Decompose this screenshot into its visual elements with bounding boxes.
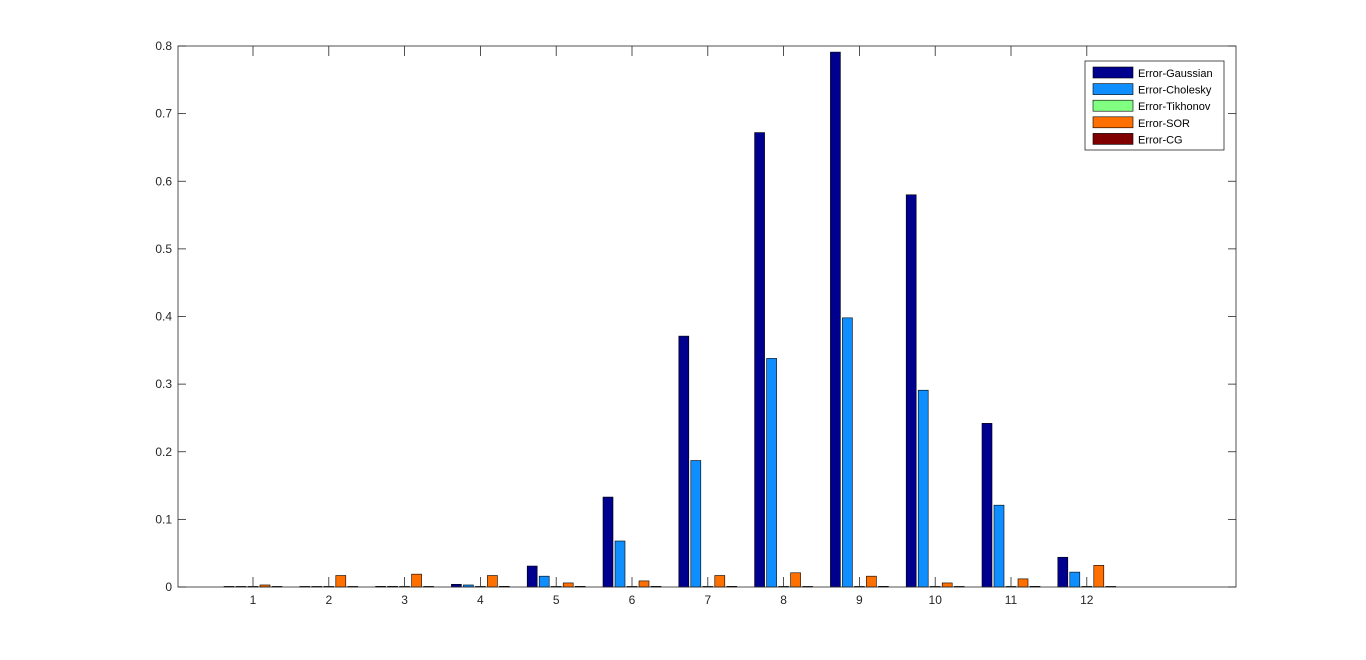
- bar-error-gaussian-10: [905, 194, 917, 588]
- bar-error-sor-9: [866, 575, 877, 588]
- bar-error-cholesky-5: [538, 575, 550, 588]
- x-tick-label: 1: [250, 593, 257, 607]
- bar-error-gaussian-11: [981, 423, 993, 588]
- legend-swatch-error-cholesky: [1092, 83, 1134, 95]
- bar-error-sor-12: [1093, 565, 1105, 588]
- legend-swatch-error-gaussian: [1092, 66, 1134, 79]
- x-tick-label: 3: [401, 593, 408, 607]
- plot-area: [178, 46, 1236, 587]
- bar-error-cholesky-7: [690, 460, 702, 588]
- bar-error-gaussian-6: [602, 496, 614, 588]
- legend-swatch-error-tikhonov: [1092, 99, 1134, 112]
- x-tick-label: 11: [1005, 593, 1018, 607]
- bar-error-cholesky-11: [993, 504, 1005, 588]
- x-tick-label: 8: [780, 593, 787, 607]
- x-tick-label: 9: [856, 593, 863, 607]
- x-tick-label: 2: [325, 593, 332, 607]
- bar-error-sor-2: [335, 575, 347, 588]
- y-tick-label: 0.4: [155, 310, 172, 324]
- bar-error-sor-10: [941, 582, 953, 588]
- x-tick-label: 12: [1080, 593, 1094, 607]
- bar-error-sor-3: [411, 573, 422, 588]
- x-tick-label: 5: [553, 593, 560, 607]
- x-tick-label: 6: [629, 593, 636, 607]
- legend-swatch-error-sor: [1092, 116, 1134, 129]
- axes-layer: 00.10.20.30.40.50.60.70.81 2 3 4 5 6 7 8 9 10 11 12: [155, 39, 1237, 607]
- x-tick-label: 10: [929, 593, 943, 607]
- bar-error-gaussian-4: [451, 583, 462, 588]
- legend: Error-Gaussian Error-Cholesky Error-Tikhon…: [1084, 60, 1225, 151]
- x-tick-label: 4: [477, 593, 484, 607]
- bar-error-gaussian-7: [678, 335, 690, 588]
- bar-error-sor-7: [714, 575, 726, 588]
- y-tick-label: 0.3: [155, 377, 172, 391]
- bar-error-sor-4: [487, 575, 498, 588]
- bar-error-cholesky-6: [614, 540, 626, 588]
- bar-error-sor-11: [1017, 578, 1029, 588]
- bar-error-cholesky-12: [1069, 571, 1081, 588]
- y-tick-label: 0.5: [155, 242, 172, 256]
- y-tick-label: 0.6: [155, 174, 172, 188]
- bar-error-sor-5: [562, 582, 574, 588]
- y-tick-label: 0.2: [155, 445, 172, 459]
- bar-error-gaussian-8: [754, 132, 765, 588]
- legend-label-error-gaussian: Error-Gaussian: [1138, 68, 1213, 80]
- legend-label-error-tikhonov: Error-Tikhonov: [1138, 101, 1211, 113]
- y-tick-label: 0: [165, 580, 172, 594]
- x-tick-label: 7: [704, 593, 711, 607]
- bar-error-sor-8: [790, 572, 801, 588]
- bar-error-cholesky-8: [766, 358, 777, 588]
- bar-error-cholesky-9: [842, 317, 853, 588]
- bar-error-sor-6: [638, 580, 650, 588]
- legend-swatch-error-cg: [1092, 133, 1134, 145]
- y-tick-label: 0.8: [155, 39, 172, 53]
- bar-error-gaussian-9: [830, 51, 841, 588]
- legend-label-error-sor: Error-SOR: [1138, 118, 1190, 130]
- y-tick-label: 0.7: [155, 107, 172, 121]
- y-tick-label: 0.1: [155, 512, 172, 526]
- bar-error-gaussian-12: [1057, 556, 1069, 588]
- bar-error-cholesky-10: [917, 389, 929, 588]
- bars-layer: [223, 51, 1117, 588]
- legend-label-error-cg: Error-CG: [1138, 134, 1183, 146]
- legend-label-error-cholesky: Error-Cholesky: [1138, 85, 1212, 97]
- bar-error-gaussian-5: [526, 565, 538, 588]
